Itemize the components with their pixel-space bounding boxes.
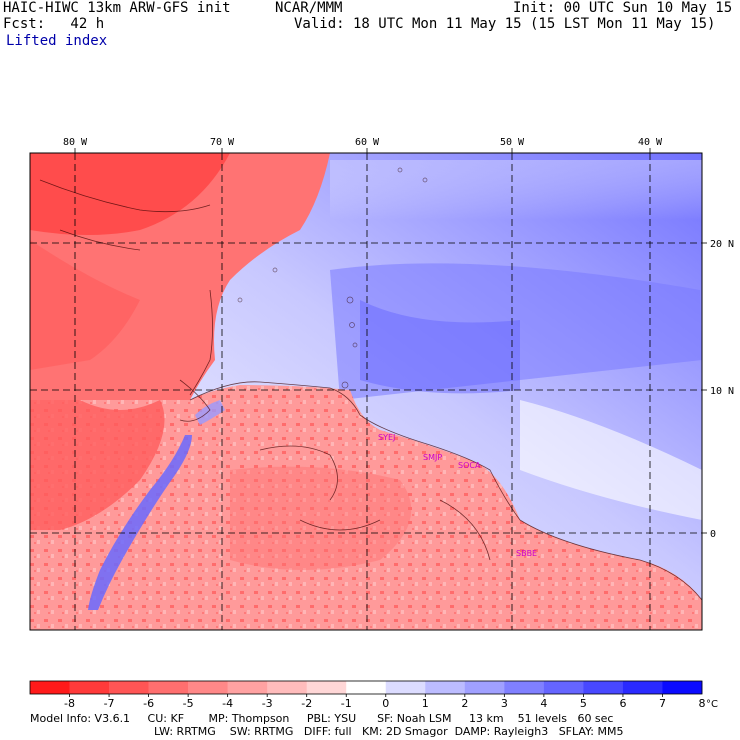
colorbar-tick-label: 7: [659, 697, 666, 710]
colorbar-swatch: [30, 681, 70, 694]
map-field: [30, 153, 702, 630]
colorbar-swatch: [583, 681, 624, 694]
colorbar-swatch: [306, 681, 347, 694]
forecast-hour: Fcst: 42 h: [3, 16, 105, 32]
colorbar: -8 -7 -6 -5 -4 -3 -2 -1 0 1 2 3 4 5 6 7 8 °C: [29, 680, 718, 710]
colorbar-tick-label: 0: [382, 697, 389, 710]
andes-stable: [88, 435, 192, 610]
field-name: Lifted index: [6, 33, 108, 49]
colorbar-tick-label: 2: [461, 697, 468, 710]
lon-label: 70 W: [210, 137, 235, 148]
colorbar-unit: °C: [706, 699, 718, 710]
colorbar-swatch: [425, 681, 466, 694]
colorbar-swatch: [385, 681, 426, 694]
map-frame: [29, 152, 703, 631]
colorbar-tick-label: 8: [699, 697, 706, 710]
colorbar-tick-label: 4: [540, 697, 547, 710]
init-time: Init: 00 UTC Sun 10 May 15: [513, 0, 733, 16]
colorbar-tick-label: 5: [580, 697, 587, 710]
model-info-line2: LW: RRTMG SW: RRTMG DIFF: full KM: 2D Sm…: [154, 725, 624, 738]
lon-label: 80 W: [63, 137, 88, 148]
colorbar-swatch: [346, 681, 387, 694]
org-label: NCAR/MMM: [275, 0, 343, 16]
colorbar-tick-label: -7: [104, 697, 115, 710]
longitude-labels: 80 W 70 W 60 W 50 W 40 W: [63, 137, 663, 148]
colorbar-tick-label: -8: [64, 697, 75, 710]
station-label: SMJP: [423, 453, 442, 462]
latitude-labels: 20 N 10 N 0: [710, 239, 734, 540]
model-title: HAIC-HIWC 13km ARW-GFS init: [3, 0, 231, 16]
lon-label: 60 W: [355, 137, 380, 148]
coastlines: [39, 179, 702, 601]
lat-label: 0: [710, 529, 716, 540]
colorbar-swatch: [227, 681, 268, 694]
colorbar-tick-label: 6: [619, 697, 626, 710]
colorbar-swatch: [662, 681, 703, 694]
stable-zone: [330, 263, 702, 400]
colorbar-tick-label: -5: [183, 697, 194, 710]
lat-label: 10 N: [710, 386, 734, 397]
station-labels: SYEJ SMJP SOCA SBBE: [378, 433, 537, 558]
colorbar-swatch: [148, 681, 189, 694]
colorbar-swatch: [267, 681, 308, 694]
colorbar-tick-label: -2: [301, 697, 312, 710]
colorbar-swatch: [188, 681, 228, 694]
colorbar-frame: [29, 680, 703, 695]
colorbar-tick-label: -1: [341, 697, 352, 710]
colorbar-tick-label: 3: [501, 697, 508, 710]
colorbar-swatch: [543, 681, 584, 694]
station-label: SBBE: [516, 549, 537, 558]
colorbar-tick-label: -3: [262, 697, 273, 710]
lon-label: 50 W: [500, 137, 525, 148]
lon-label: 40 W: [638, 137, 663, 148]
model-info-line1: Model Info: V3.6.1 CU: KF MP: Thompson P…: [30, 712, 614, 725]
colorbar-swatch: [622, 681, 663, 694]
station-label: SOCA: [458, 461, 481, 470]
colorbar-tick-label: -4: [222, 697, 233, 710]
colorbar-tick-label: 1: [422, 697, 429, 710]
colorbar-swatch: [464, 681, 505, 694]
graticule: [30, 148, 707, 630]
valid-time: Valid: 18 UTC Mon 11 May 15 (15 LST Mon …: [294, 16, 716, 32]
station-label: SYEJ: [378, 433, 395, 442]
south-america-unstable: [30, 385, 702, 630]
colorbar-swatch: [109, 681, 149, 694]
colorbar-swatch: [69, 681, 110, 694]
colorbar-swatch: [504, 681, 545, 694]
lat-label: 20 N: [710, 239, 734, 250]
colorbar-tick-label: -6: [143, 697, 154, 710]
